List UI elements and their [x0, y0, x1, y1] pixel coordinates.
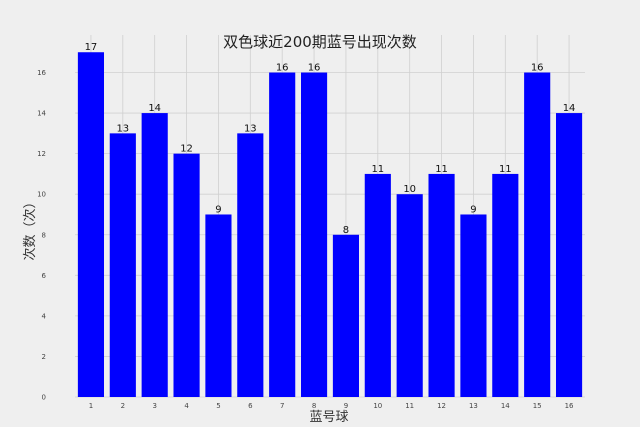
y-axis-label: 次数（次） — [22, 195, 38, 260]
x-tick-label: 16 — [565, 402, 574, 410]
y-tick-label: 10 — [37, 191, 46, 199]
bar-14 — [492, 173, 519, 397]
x-tick-label: 9 — [344, 402, 348, 410]
x-tick-label: 5 — [216, 402, 220, 410]
bar-value-label-7: 16 — [276, 63, 289, 74]
bar-value-label-10: 11 — [371, 164, 384, 175]
bar-3 — [141, 113, 168, 397]
y-tick-label: 0 — [42, 394, 46, 402]
x-axis-label: 蓝号球 — [309, 410, 348, 425]
bar-value-label-6: 13 — [244, 123, 257, 134]
bar-15 — [524, 72, 551, 398]
bar-value-label-13: 9 — [470, 204, 476, 215]
bars — [77, 52, 583, 398]
bar-12 — [428, 173, 455, 397]
x-tick-label: 12 — [437, 402, 446, 410]
data-labels: 17 13 14 12 9 13 16 16 8 11 10 11 9 11 16 14 — [85, 42, 576, 236]
bar-value-label-4: 12 — [180, 144, 193, 155]
x-tick-label: 14 — [501, 402, 510, 410]
y-tick-label: 16 — [37, 69, 46, 77]
x-tick-label: 2 — [121, 402, 125, 410]
bar-16 — [555, 113, 583, 397]
bar-value-label-3: 14 — [148, 103, 161, 114]
bar-value-label-14: 11 — [499, 164, 512, 175]
x-tick-label: 8 — [312, 402, 316, 410]
bar-13 — [460, 214, 487, 397]
bar-4 — [173, 153, 200, 397]
bar-value-label-16: 14 — [563, 103, 576, 114]
y-tick-label: 12 — [37, 150, 46, 158]
bar-6 — [237, 133, 264, 397]
chart-title: 双色球近200期蓝号出现次数 — [223, 33, 417, 51]
y-tick-label: 2 — [42, 353, 46, 361]
bar-value-label-11: 10 — [403, 184, 416, 195]
y-tick-labels: 0 2 4 6 8 10 12 14 16 — [37, 69, 46, 401]
x-tick-label: 7 — [280, 402, 284, 410]
x-tick-label: 10 — [373, 402, 382, 410]
x-tick-label: 6 — [248, 402, 253, 410]
y-tick-label: 8 — [42, 231, 46, 239]
bar-2 — [109, 133, 136, 397]
bar-8 — [300, 72, 328, 398]
x-tick-label: 1 — [89, 402, 93, 410]
bar-value-label-9: 8 — [343, 225, 349, 236]
y-tick-label: 4 — [42, 312, 47, 320]
bar-1 — [77, 52, 105, 397]
x-tick-label: 11 — [405, 402, 414, 410]
bar-value-label-1: 17 — [85, 42, 98, 53]
bar-10 — [364, 173, 391, 397]
bar-9 — [332, 234, 360, 397]
y-tick-label: 6 — [42, 272, 47, 280]
x-tick-labels: 1 2 3 4 5 6 7 8 9 10 11 12 13 14 15 16 — [89, 402, 574, 410]
x-tick-label: 3 — [152, 402, 156, 410]
bar-value-label-15: 16 — [531, 63, 544, 74]
bar-value-label-8: 16 — [308, 63, 321, 74]
bar-value-label-5: 9 — [215, 204, 221, 215]
bar-value-label-2: 13 — [116, 123, 129, 134]
x-tick-label: 4 — [184, 402, 189, 410]
bar-value-label-12: 11 — [435, 164, 448, 175]
bar-7 — [269, 72, 296, 398]
y-tick-label: 14 — [37, 110, 46, 118]
x-tick-label: 15 — [533, 402, 542, 410]
bar-5 — [205, 214, 232, 397]
x-tick-label: 13 — [469, 402, 478, 410]
bar-11 — [396, 194, 423, 397]
